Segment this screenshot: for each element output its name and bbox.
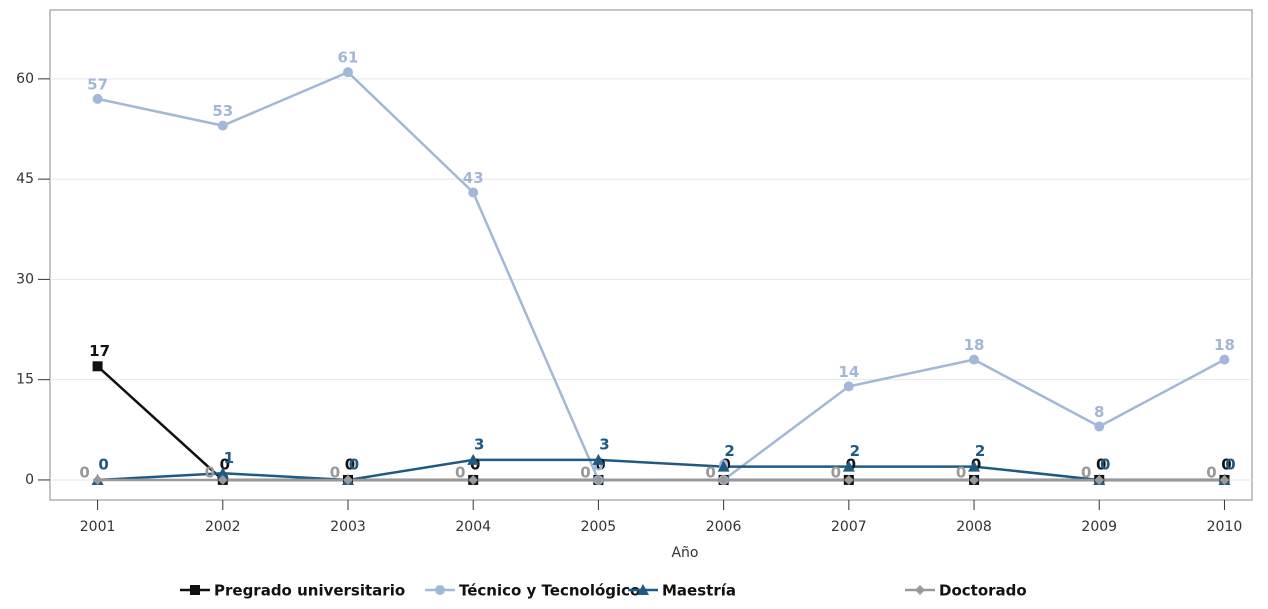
value-label: 0 bbox=[593, 456, 603, 474]
legend-item: Pregrado universitario bbox=[180, 582, 405, 600]
marker bbox=[468, 187, 479, 198]
marker bbox=[968, 460, 981, 472]
marker bbox=[216, 467, 229, 479]
value-label: 0 bbox=[349, 455, 359, 473]
value-label: 0 bbox=[205, 463, 215, 481]
marker bbox=[1219, 354, 1230, 365]
value-label: 0 bbox=[220, 455, 230, 473]
y-tick-label: 15 bbox=[16, 372, 34, 388]
value-label: 18 bbox=[964, 336, 985, 354]
x-tick-label: 2009 bbox=[1081, 519, 1117, 535]
value-label: 0 bbox=[1100, 455, 1110, 473]
y-tick-label: 45 bbox=[16, 171, 34, 187]
value-label: 0 bbox=[1221, 455, 1231, 473]
value-label: 0 bbox=[580, 463, 590, 481]
value-label: 0 bbox=[345, 455, 355, 473]
x-tick-label: 2003 bbox=[330, 519, 366, 535]
x-tick-label: 2007 bbox=[831, 519, 867, 535]
value-label: 0 bbox=[330, 463, 340, 481]
legend-item: Doctorado bbox=[905, 582, 1027, 600]
value-label: 18 bbox=[1214, 336, 1235, 354]
value-label: 0 bbox=[1206, 463, 1216, 481]
legend-label: Doctorado bbox=[939, 582, 1027, 600]
legend-label: Maestría bbox=[662, 582, 736, 600]
marker bbox=[915, 585, 925, 595]
y-tick-label: 0 bbox=[25, 472, 34, 488]
value-label: 3 bbox=[599, 435, 609, 453]
value-label: 17 bbox=[89, 342, 110, 360]
legend-label: Técnico y Tecnológico bbox=[459, 582, 640, 600]
y-tick-label: 30 bbox=[16, 271, 34, 287]
marker bbox=[468, 474, 479, 485]
value-label: 0 bbox=[1081, 463, 1091, 481]
marker bbox=[843, 381, 854, 392]
marker bbox=[92, 93, 103, 104]
value-label: 0 bbox=[831, 463, 841, 481]
value-label: 0 bbox=[1225, 455, 1235, 473]
value-label: 0 bbox=[455, 463, 465, 481]
marker bbox=[637, 584, 649, 595]
value-label: 8 bbox=[1094, 403, 1104, 421]
marker bbox=[1219, 474, 1230, 485]
x-axis-label: Año bbox=[671, 545, 698, 561]
y-tick-label: 60 bbox=[16, 71, 34, 87]
marker bbox=[969, 474, 980, 485]
plot-frame bbox=[49, 9, 1253, 501]
legend-label: Pregrado universitario bbox=[214, 582, 405, 600]
legend-item: Maestría bbox=[628, 582, 736, 600]
marker bbox=[842, 460, 855, 472]
marker bbox=[843, 474, 854, 485]
value-label: 43 bbox=[463, 169, 484, 187]
marker bbox=[92, 474, 103, 485]
x-tick-label: 2004 bbox=[455, 519, 491, 535]
value-label: 1 bbox=[224, 449, 234, 467]
value-label: 3 bbox=[474, 435, 484, 453]
marker bbox=[1094, 421, 1105, 432]
value-label: 2 bbox=[975, 442, 985, 460]
value-label: 57 bbox=[87, 75, 108, 93]
marker bbox=[592, 453, 605, 465]
x-tick-label: 2005 bbox=[581, 519, 617, 535]
value-label: 0 bbox=[956, 463, 966, 481]
marker bbox=[717, 460, 730, 472]
value-label: 0 bbox=[1096, 455, 1106, 473]
marker bbox=[969, 354, 980, 365]
marker bbox=[435, 585, 445, 595]
marker bbox=[217, 474, 228, 485]
x-tick-label: 2010 bbox=[1207, 519, 1243, 535]
value-label: 0 bbox=[705, 463, 715, 481]
legend-item: Técnico y Tecnológico bbox=[425, 582, 640, 600]
marker bbox=[217, 120, 228, 131]
value-label: 61 bbox=[338, 49, 359, 67]
value-label: 2 bbox=[724, 442, 734, 460]
marker bbox=[1094, 474, 1105, 485]
value-label: 14 bbox=[838, 363, 859, 381]
marker bbox=[342, 67, 353, 78]
series-line bbox=[97, 70, 1226, 482]
marker bbox=[593, 474, 604, 485]
x-tick-label: 2001 bbox=[80, 519, 116, 535]
x-tick-label: 2008 bbox=[956, 519, 992, 535]
x-tick-label: 2002 bbox=[205, 519, 241, 535]
marker bbox=[467, 453, 480, 465]
series-line bbox=[97, 458, 1225, 482]
value-label: 2 bbox=[850, 442, 860, 460]
value-label: 53 bbox=[212, 102, 233, 120]
marker bbox=[342, 474, 353, 485]
x-tick-label: 2006 bbox=[706, 519, 742, 535]
marker bbox=[718, 474, 729, 485]
value-label: 0 bbox=[79, 463, 89, 481]
value-label: 0 bbox=[98, 455, 108, 473]
marker bbox=[92, 361, 103, 372]
marker bbox=[190, 585, 200, 595]
